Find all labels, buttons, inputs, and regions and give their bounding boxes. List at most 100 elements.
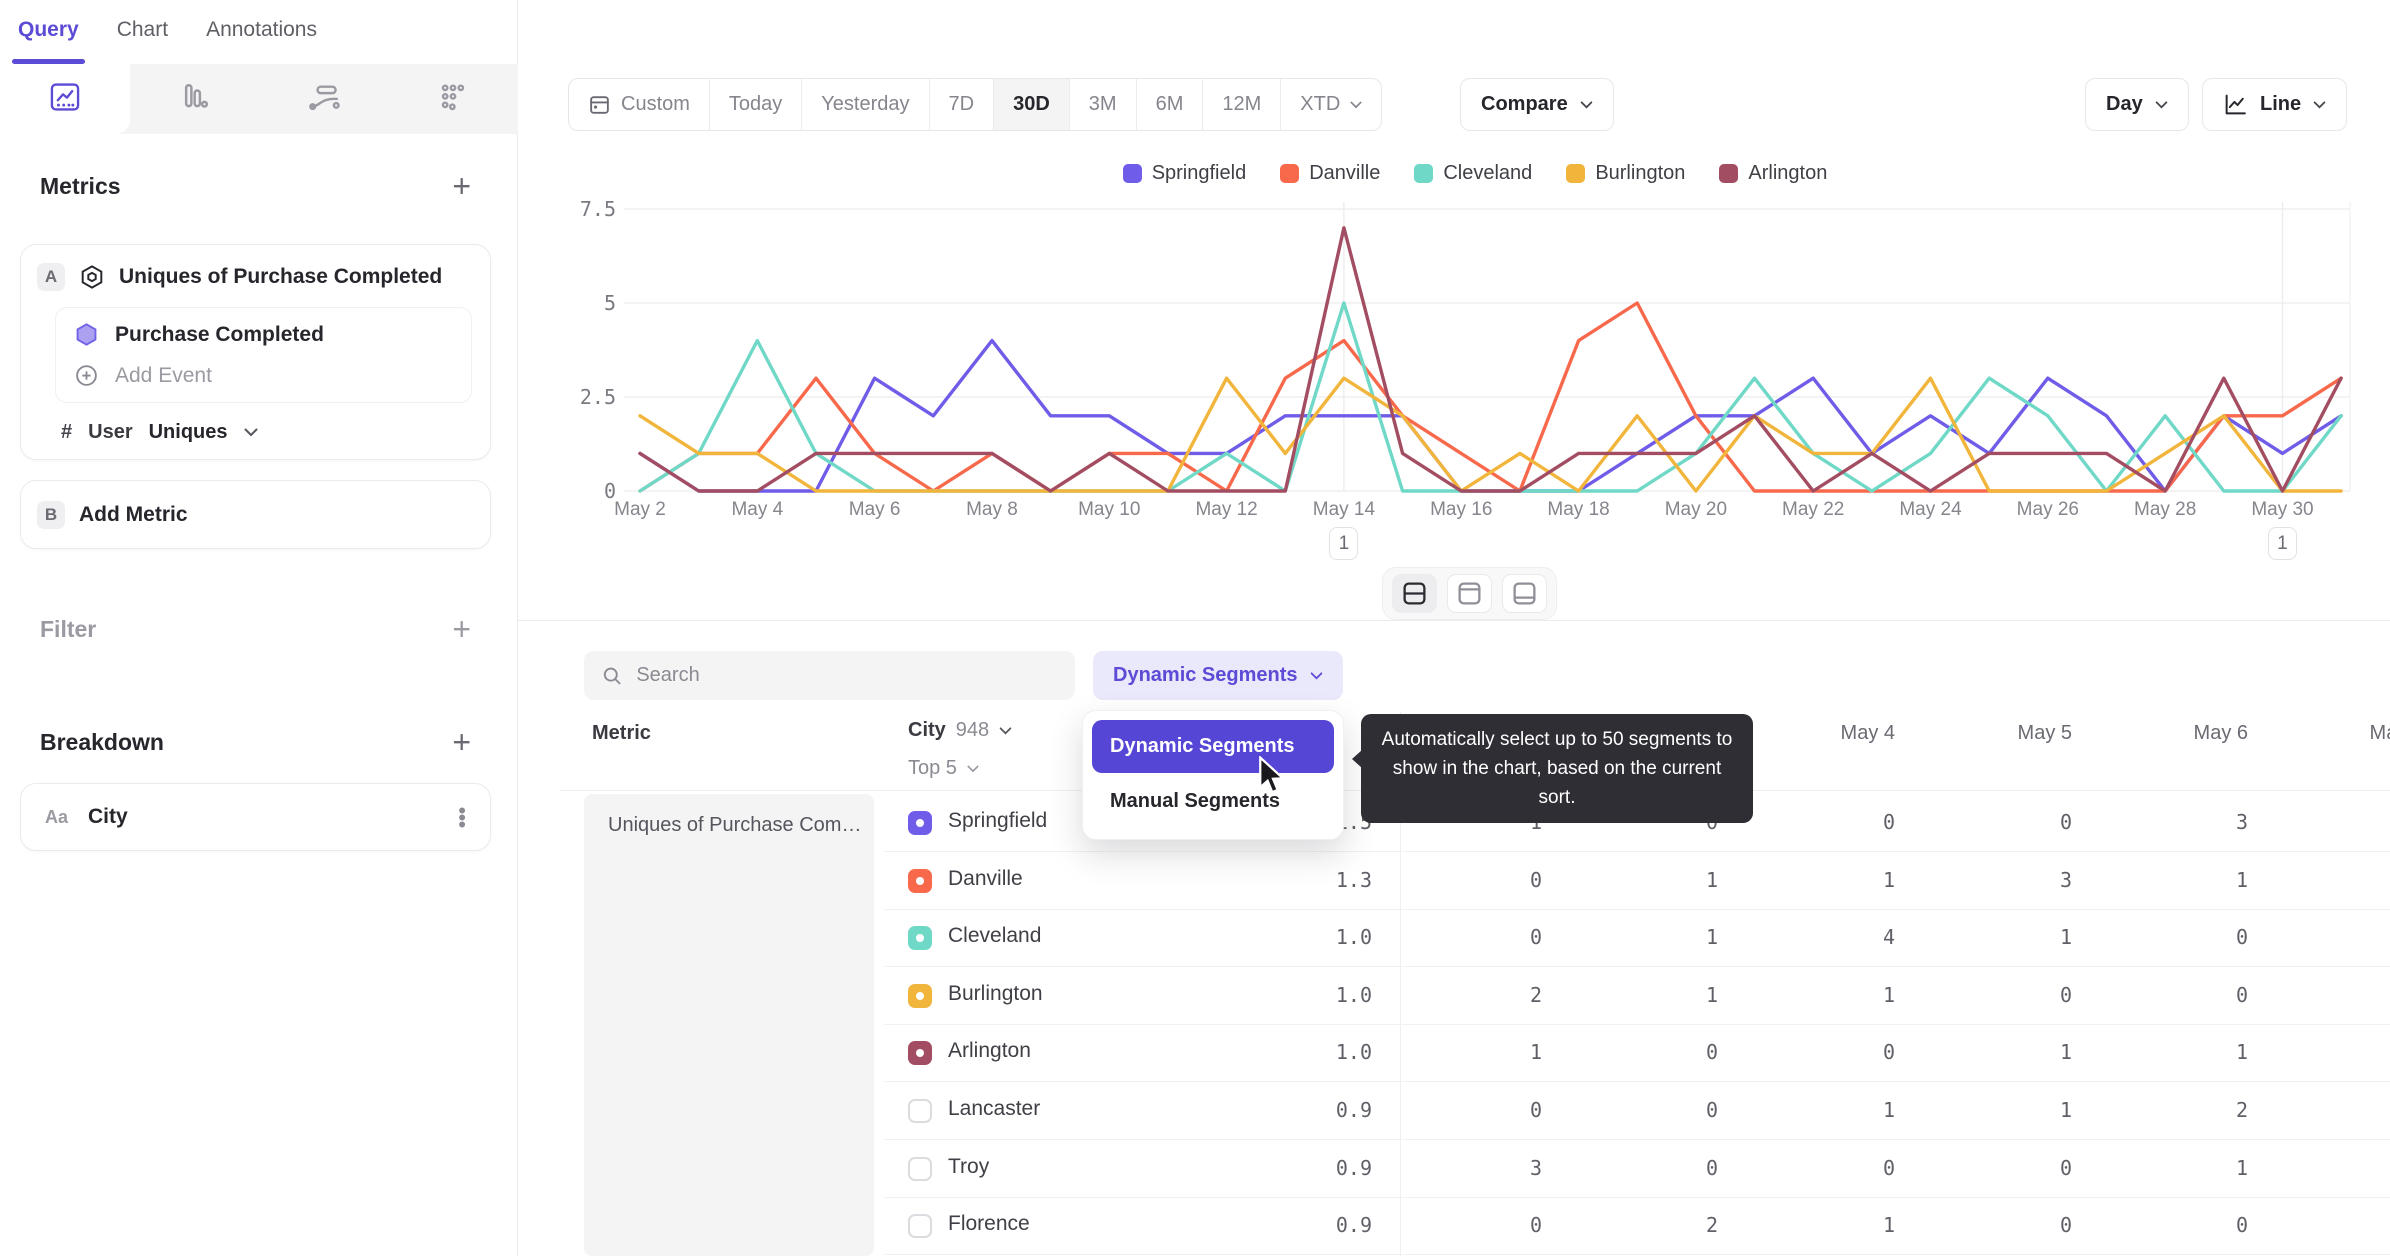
svg-text:May 6: May 6	[849, 499, 901, 520]
date-range-30d[interactable]: 30D	[994, 79, 1070, 130]
table-row-florence[interactable]: Florence 0.9 0 2 1 0 0	[884, 1197, 2390, 1256]
search-input[interactable]	[636, 664, 1057, 687]
segment-checkbox-unchecked[interactable]	[908, 1214, 932, 1239]
line-chart[interactable]: 0 2.5 5 7.5 May 2 May 4 May 6 May 8 May 10 May 12…	[560, 160, 2390, 580]
add-event-button[interactable]: Add Event	[56, 361, 471, 402]
add-breakdown-plus-button[interactable]: +	[452, 724, 471, 760]
segment-checkbox-checked[interactable]	[908, 811, 932, 835]
hash-icon: #	[61, 421, 73, 443]
cell-value: 1	[1705, 925, 1718, 950]
bar-chart-icon	[177, 80, 211, 119]
cell-value: 0	[2235, 1213, 2248, 1238]
cell-value: 1	[2235, 1040, 2248, 1065]
line-chart-icon	[48, 80, 82, 119]
menu-item-manual-segments[interactable]: Manual Segments	[1110, 790, 1281, 812]
date-range-yesterday[interactable]: Yesterday	[802, 79, 930, 130]
date-range-label: 7D	[948, 93, 975, 115]
segment-checkbox-unchecked[interactable]	[908, 1156, 932, 1181]
table-row-cleveland[interactable]: Cleveland 1.0 0 1 4 1 0	[884, 909, 2390, 968]
segment-checkbox-checked[interactable]	[908, 983, 932, 1008]
kebab-menu-icon[interactable]: • • •	[458, 797, 466, 837]
legend-item-danville[interactable]: Danville	[1280, 162, 1380, 185]
event-row[interactable]: Purchase Completed	[56, 308, 471, 361]
chevron-down-icon	[999, 726, 1012, 734]
svg-text:5: 5	[604, 291, 616, 315]
segment-checkbox-checked[interactable]	[908, 1041, 932, 1066]
series-line-arlington	[638, 226, 2343, 493]
metric-a-badge: A	[37, 263, 65, 291]
svg-text:May 28: May 28	[2134, 499, 2196, 520]
date-range-custom[interactable]: Custom	[569, 79, 710, 130]
chart-type-tab-flow-chart-icon[interactable]	[259, 64, 389, 134]
legend-item-cleveland[interactable]: Cleveland	[1414, 162, 1532, 185]
chart-style-button[interactable]: Line	[2202, 78, 2348, 131]
svg-text:May 18: May 18	[1547, 499, 1609, 520]
date-range-3m[interactable]: 3M	[1070, 79, 1137, 130]
panel-bottom-view-button[interactable]	[1502, 574, 1547, 613]
date-range-xtd[interactable]: XTD	[1281, 79, 1381, 130]
table-row-lancaster[interactable]: Lancaster 0.9 0 0 1 1 2	[884, 1082, 2390, 1140]
nav-tab-annotations[interactable]: Annotations	[206, 18, 317, 41]
section-divider	[518, 620, 2390, 621]
cell-value: 3	[1529, 1155, 1542, 1180]
segment-name: Troy	[948, 1154, 990, 1178]
chart-type-tab-scatter-chart-icon[interactable]	[389, 64, 519, 134]
legend-item-burlington[interactable]: Burlington	[1566, 162, 1685, 185]
legend-label: Arlington	[1748, 162, 1828, 184]
nav-tab-chart[interactable]: Chart	[116, 18, 169, 41]
menu-item-dynamic-segments[interactable]: Dynamic Segments	[1092, 720, 1334, 773]
breakdown-item-city[interactable]: Aa City • • •	[20, 783, 491, 851]
cell-value: 0	[2059, 1155, 2072, 1180]
date-range-label: XTD	[1300, 93, 1341, 115]
table-row-burlington[interactable]: Burlington 1.0 2 1 1 0 0	[884, 967, 2390, 1025]
segment-checkbox-checked[interactable]	[908, 868, 932, 893]
svg-text:May 12: May 12	[1195, 499, 1257, 520]
split-view-button[interactable]	[1392, 574, 1437, 613]
segment-checkbox-checked[interactable]	[908, 926, 932, 951]
segment-mode-tooltip: Automatically select up to 50 segments t…	[1352, 714, 1753, 823]
date-range-6m[interactable]: 6M	[1137, 79, 1204, 130]
add-metric-card[interactable]: B Add Metric	[20, 480, 491, 549]
group-count: 948	[955, 719, 990, 741]
day-header-may6: May 6	[2193, 722, 2248, 744]
segment-name: Florence	[948, 1212, 1030, 1236]
table-row-arlington[interactable]: Arlington 1.0 1 0 0 1 1	[884, 1024, 2390, 1083]
table-row-troy[interactable]: Troy 0.9 3 0 0 0 1	[884, 1140, 2390, 1198]
cell-value: 3	[2059, 867, 2072, 892]
chart-type-tab-bar-chart-icon[interactable]	[130, 64, 260, 134]
legend-item-springfield[interactable]: Springfield	[1122, 162, 1246, 185]
tooltip-arrow	[1352, 750, 1362, 768]
legend-swatch	[1122, 164, 1142, 183]
metric-card-a[interactable]: A Uniques of Purchase Completed	[20, 244, 491, 460]
day-header-may4: May 4	[1840, 722, 1895, 744]
date-range-7d[interactable]: 7D	[930, 79, 995, 130]
add-metric-plus-button[interactable]: +	[452, 168, 471, 204]
scatter-chart-icon	[436, 80, 470, 119]
svg-text:May 22: May 22	[1782, 499, 1844, 520]
add-filter-plus-button[interactable]: +	[452, 611, 471, 647]
annotation-badge-may14[interactable]: 1	[1329, 527, 1359, 560]
panel-top-view-button[interactable]	[1447, 574, 1492, 613]
legend-item-arlington[interactable]: Arlington	[1719, 162, 1827, 185]
table-top-selector[interactable]: Top 5	[908, 757, 979, 780]
svg-text:May 20: May 20	[1665, 499, 1727, 520]
granularity-button[interactable]: Day	[2085, 78, 2189, 131]
segment-search[interactable]	[584, 651, 1075, 700]
nav-tab-query[interactable]: Query	[12, 18, 85, 64]
legend-swatch	[1414, 164, 1434, 183]
cell-value: 1	[1705, 867, 1718, 892]
series-line-burlington	[638, 376, 2343, 493]
segment-checkbox-unchecked[interactable]	[908, 1099, 932, 1123]
table-row-danville[interactable]: Danville 1.3 0 1 1 3 1	[884, 852, 2390, 910]
table-header-group[interactable]: City 948	[908, 719, 1012, 742]
cell-value: 1	[1882, 982, 1895, 1007]
mouse-cursor	[1256, 755, 1290, 801]
chart-type-tab-line-chart-icon[interactable]	[0, 64, 130, 134]
compare-button[interactable]: Compare	[1460, 78, 1614, 131]
date-range-12m[interactable]: 12M	[1203, 79, 1282, 130]
segment-mode-button[interactable]: Dynamic Segments	[1093, 651, 1343, 700]
date-range-today[interactable]: Today	[710, 79, 803, 130]
annotation-badge-may30[interactable]: 1	[2267, 527, 2297, 560]
measure-selector[interactable]: # User Uniques	[61, 421, 474, 444]
cell-value: 1	[1882, 1213, 1895, 1238]
